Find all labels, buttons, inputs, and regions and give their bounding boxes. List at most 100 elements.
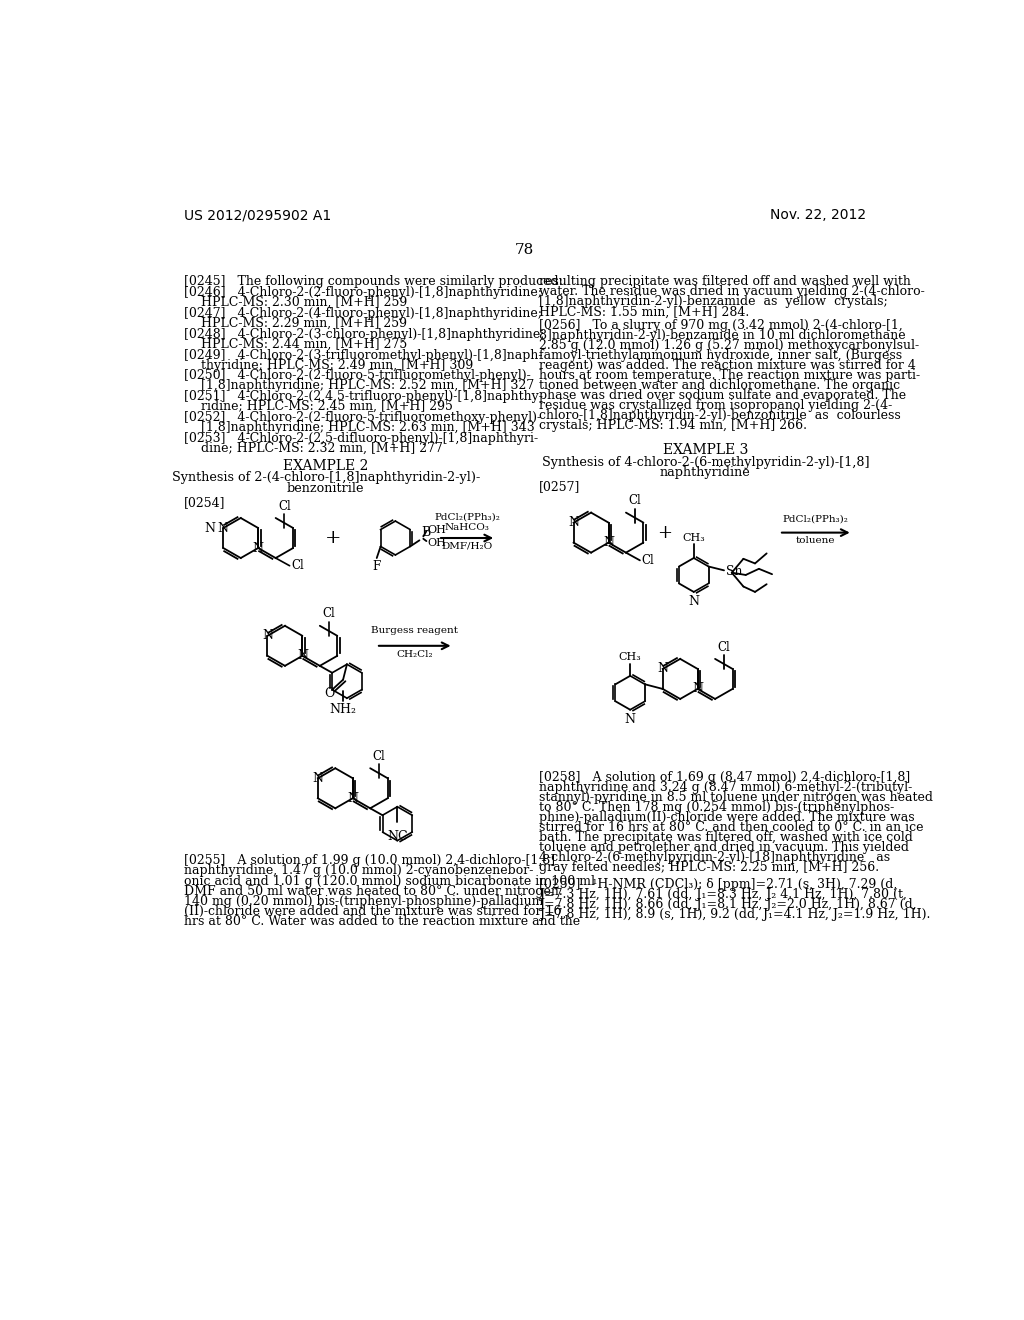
Text: Cl: Cl — [278, 499, 291, 512]
Text: tioned between water and dichloromethane. The organic: tioned between water and dichloromethane… — [539, 379, 900, 392]
Text: N: N — [253, 541, 264, 554]
Text: hours at room temperature. The reaction mixture was parti-: hours at room temperature. The reaction … — [539, 370, 920, 383]
Text: OH: OH — [427, 524, 446, 535]
Text: O: O — [325, 686, 335, 700]
Text: toluene: toluene — [796, 536, 836, 545]
Text: +: + — [326, 529, 342, 546]
Text: phase was dried over sodium sulfate and evaporated. The: phase was dried over sodium sulfate and … — [539, 389, 906, 403]
Text: reagent) was added. The reaction mixture was stirred for 4: reagent) was added. The reaction mixture… — [539, 359, 915, 372]
Text: N: N — [205, 521, 215, 535]
Text: EXAMPLE 3: EXAMPLE 3 — [663, 444, 749, 457]
Text: 4-chloro-2-(6-methylpyridin-2-yl)-[18]naphthyridine   as: 4-chloro-2-(6-methylpyridin-2-yl)-[18]na… — [539, 851, 890, 865]
Text: Synthesis of 4-chloro-2-(6-methylpyridin-2-yl)-[1,8]: Synthesis of 4-chloro-2-(6-methylpyridin… — [542, 455, 869, 469]
Text: phine)-palladium(II)-chloride were added. The mixture was: phine)-palladium(II)-chloride were added… — [539, 812, 914, 825]
Text: naphthyridine and 3.24 g (8.47 mmol) 6-methyl-2-(tributyl-: naphthyridine and 3.24 g (8.47 mmol) 6-m… — [539, 781, 912, 795]
Text: [0251]   4-Chloro-2-(2,4,5-trifluoro-phenyl)-[1,8]naphthy-: [0251] 4-Chloro-2-(2,4,5-trifluoro-pheny… — [183, 391, 543, 403]
Text: +: + — [657, 524, 673, 541]
Text: Sn: Sn — [726, 565, 742, 578]
Text: J=7.8 Hz, 1H), 8.9 (s, 1H), 9.2 (dd, J₁=4.1 Hz, J₂=1.9 Hz, 1H).: J=7.8 Hz, 1H), 8.9 (s, 1H), 9.2 (dd, J₁=… — [539, 908, 930, 920]
Text: N: N — [688, 595, 699, 609]
Text: PdCl₂(PPh₃)₂: PdCl₂(PPh₃)₂ — [434, 512, 500, 521]
Text: [0256]   To a slurry of 970 mg (3.42 mmol) 2-(4-chloro-[1,: [0256] To a slurry of 970 mg (3.42 mmol)… — [539, 319, 902, 333]
Text: N: N — [218, 521, 228, 535]
Text: hrs at 80° C. Water was added to the reaction mixture and the: hrs at 80° C. Water was added to the rea… — [183, 915, 580, 928]
Text: [0249]   4-Chloro-2-(3-trifluoromethyl-phenyl)-[1,8]naph-: [0249] 4-Chloro-2-(3-trifluoromethyl-phe… — [183, 348, 543, 362]
Text: [1,8]naphthyridine; HPLC-MS: 2.63 min, [M+H] 343: [1,8]naphthyridine; HPLC-MS: 2.63 min, [… — [201, 421, 535, 434]
Text: Cl: Cl — [323, 607, 335, 620]
Text: N: N — [657, 663, 669, 676]
Text: 8]naphthyridin-2-yl)-benzamide in 10 ml dichloromethane: 8]naphthyridin-2-yl)-benzamide in 10 ml … — [539, 330, 905, 342]
Text: F: F — [373, 560, 381, 573]
Text: [0254]: [0254] — [183, 496, 225, 508]
Text: [0250]   4-Chloro-2-(2-fluoro-5-trifluoromethyl-phenyl)-: [0250] 4-Chloro-2-(2-fluoro-5-trifluorom… — [183, 370, 530, 383]
Text: HPLC-MS: 1.55 min, [M+H] 284.: HPLC-MS: 1.55 min, [M+H] 284. — [539, 305, 749, 318]
Text: Nov. 22, 2012: Nov. 22, 2012 — [770, 209, 866, 223]
Text: B: B — [421, 525, 430, 539]
Text: [0255]   A solution of 1.99 g (10.0 mmol) 2,4-dichloro-[1,8]: [0255] A solution of 1.99 g (10.0 mmol) … — [183, 854, 555, 867]
Text: residue was crystallized from isopropanol yielding 2-(4-: residue was crystallized from isopropano… — [539, 400, 892, 412]
Text: N: N — [297, 649, 308, 663]
Text: crystals; HPLC-MS: 1.94 min, [M+H] 266.: crystals; HPLC-MS: 1.94 min, [M+H] 266. — [539, 420, 807, 433]
Text: PdCl₂(PPh₃)₂: PdCl₂(PPh₃)₂ — [783, 515, 849, 524]
Text: N: N — [312, 772, 324, 785]
Text: stirred for 16 hrs at 80° C. and then cooled to 0° C. in an ice: stirred for 16 hrs at 80° C. and then co… — [539, 821, 924, 834]
Text: US 2012/0295902 A1: US 2012/0295902 A1 — [183, 209, 331, 223]
Text: [0247]   4-Chloro-2-(4-fluoro-phenyl)-[1,8]naphthyridine;: [0247] 4-Chloro-2-(4-fluoro-phenyl)-[1,8… — [183, 308, 542, 319]
Text: thyridine; HPLC-MS: 2.49 min, [M+H] 309: thyridine; HPLC-MS: 2.49 min, [M+H] 309 — [201, 359, 473, 372]
Text: Cl: Cl — [291, 560, 304, 573]
Text: onic acid and 1.01 g (120.0 mmol) sodium bicarbonate in 100 ml: onic acid and 1.01 g (120.0 mmol) sodium… — [183, 874, 595, 887]
Text: DMF/H₂O: DMF/H₂O — [441, 543, 493, 550]
Text: to 80° C. Then 178 mg (0.254 mmol) bis-(triphenylphos-: to 80° C. Then 178 mg (0.254 mmol) bis-(… — [539, 801, 894, 814]
Text: 140 mg (0.20 mmol) bis-(triphenyl-phosphine)-palladium: 140 mg (0.20 mmol) bis-(triphenyl-phosph… — [183, 895, 543, 908]
Text: Burgess reagent: Burgess reagent — [372, 626, 459, 635]
Text: gray felted needles; HPLC-MS: 2.25 min, [M+H] 256.: gray felted needles; HPLC-MS: 2.25 min, … — [539, 862, 879, 874]
Text: [0246]   4-Chloro-2-(2-fluoro-phenyl)-[1,8]naphthyridine;: [0246] 4-Chloro-2-(2-fluoro-phenyl)-[1,8… — [183, 286, 542, 300]
Text: HPLC-MS: 2.30 min, [M+H] 259: HPLC-MS: 2.30 min, [M+H] 259 — [201, 296, 408, 309]
Text: (II)-chloride were added and the mixture was stirred for 16: (II)-chloride were added and the mixture… — [183, 904, 561, 917]
Text: OH: OH — [427, 537, 446, 548]
Text: N: N — [262, 630, 273, 643]
Text: Cl: Cl — [718, 640, 730, 653]
Text: 78: 78 — [515, 243, 535, 257]
Text: EXAMPLE 2: EXAMPLE 2 — [283, 459, 369, 473]
Text: NH₂: NH₂ — [330, 702, 356, 715]
Text: NaHCO₃: NaHCO₃ — [444, 523, 489, 532]
Text: DMF and 50 ml water was heated to 80° C. under nitrogen.: DMF and 50 ml water was heated to 80° C.… — [183, 884, 562, 898]
Text: [0257]: [0257] — [539, 480, 581, 494]
Text: [0259]   ¹H-NMR (CDCl₃): δ [ppm]=2.71 (s, 3H), 7.29 (d,: [0259] ¹H-NMR (CDCl₃): δ [ppm]=2.71 (s, … — [539, 878, 897, 891]
Text: stannyl)-pyridine in 8.5 ml toluene under nitrogen was heated: stannyl)-pyridine in 8.5 ml toluene unde… — [539, 792, 933, 804]
Text: Cl: Cl — [629, 494, 641, 507]
Text: naphthyridine, 1.47 g (10.0 mmol) 2-cyanobenzenebor-: naphthyridine, 1.47 g (10.0 mmol) 2-cyan… — [183, 865, 534, 878]
Text: [0258]   A solution of 1.69 g (8.47 mmol) 2,4-dichloro-[1,8]: [0258] A solution of 1.69 g (8.47 mmol) … — [539, 771, 910, 784]
Text: J=7.3 Hz, 1H), 7.61 (dd, J₁=8.3 Hz, J₂ 4.1 Hz, 1H), 7.80 (t,: J=7.3 Hz, 1H), 7.61 (dd, J₁=8.3 Hz, J₂ 4… — [539, 887, 906, 900]
Text: [0245]   The following compounds were similarly produced:: [0245] The following compounds were simi… — [183, 276, 562, 289]
Text: CH₂Cl₂: CH₂Cl₂ — [396, 649, 433, 659]
Text: water. The residue was dried in vacuum yielding 2-(4-chloro-: water. The residue was dried in vacuum y… — [539, 285, 925, 298]
Text: CH₃: CH₃ — [618, 652, 642, 663]
Text: chloro-[1,8]naphthyridin-2-yl)-benzonitrile  as  colourless: chloro-[1,8]naphthyridin-2-yl)-benzonitr… — [539, 409, 900, 422]
Text: Synthesis of 2-(4-chloro-[1,8]naphthyridin-2-yl)-: Synthesis of 2-(4-chloro-[1,8]naphthyrid… — [171, 471, 480, 484]
Text: [0253]   4-Chloro-2-(2,5-difluoro-phenyl)-[1,8]naphthyri-: [0253] 4-Chloro-2-(2,5-difluoro-phenyl)-… — [183, 432, 538, 445]
Text: N: N — [568, 516, 580, 529]
Text: bath. The precipitate was filtered off, washed with ice cold: bath. The precipitate was filtered off, … — [539, 832, 912, 845]
Text: N: N — [625, 713, 636, 726]
Text: [1,8]naphthyridin-2-yl)-benzamide  as  yellow  crystals;: [1,8]naphthyridin-2-yl)-benzamide as yel… — [539, 296, 888, 309]
Text: benzonitrile: benzonitrile — [287, 482, 365, 495]
Text: [0248]   4-Chloro-2-(3-chloro-phenyl)-[1,8]naphthyridine;: [0248] 4-Chloro-2-(3-chloro-phenyl)-[1,8… — [183, 327, 545, 341]
Text: [1,8]naphthyridine; HPLC-MS: 2.52 min, [M+H] 327: [1,8]naphthyridine; HPLC-MS: 2.52 min, [… — [201, 379, 535, 392]
Text: J=7.8 Hz, 1H), 8.66 (dd, J₁=8.1 Hz, J₂=2.0 Hz, 1H), 8.67 (d,: J=7.8 Hz, 1H), 8.66 (dd, J₁=8.1 Hz, J₂=2… — [539, 898, 916, 911]
Text: 2.85 g (12.0 mmol) 1.26 g (5.27 mmol) methoxycarbonylsul-: 2.85 g (12.0 mmol) 1.26 g (5.27 mmol) me… — [539, 339, 919, 352]
Text: toluene and petrolether and dried in vacuum. This yielded: toluene and petrolether and dried in vac… — [539, 841, 908, 854]
Text: N: N — [347, 792, 358, 805]
Text: CH₃: CH₃ — [682, 533, 706, 543]
Text: Cl: Cl — [373, 750, 385, 763]
Text: N: N — [603, 536, 614, 549]
Text: dine; HPLC-MS: 2.32 min, [M+H] 277: dine; HPLC-MS: 2.32 min, [M+H] 277 — [201, 442, 442, 455]
Text: [0252]   4-Chloro-2-(2-fluoro-5-trifluoromethoxy-phenyl)-: [0252] 4-Chloro-2-(2-fluoro-5-trifluorom… — [183, 411, 541, 424]
Text: HPLC-MS: 2.29 min, [M+H] 259: HPLC-MS: 2.29 min, [M+H] 259 — [201, 317, 407, 330]
Text: HPLC-MS: 2.44 min, [M+H] 275: HPLC-MS: 2.44 min, [M+H] 275 — [201, 338, 408, 351]
Text: N: N — [692, 682, 703, 696]
Text: famoyl-triethylammonium hydroxide, inner salt, (Burgess: famoyl-triethylammonium hydroxide, inner… — [539, 350, 902, 363]
Text: Cl: Cl — [641, 554, 654, 566]
Text: naphthyridine: naphthyridine — [660, 466, 751, 479]
